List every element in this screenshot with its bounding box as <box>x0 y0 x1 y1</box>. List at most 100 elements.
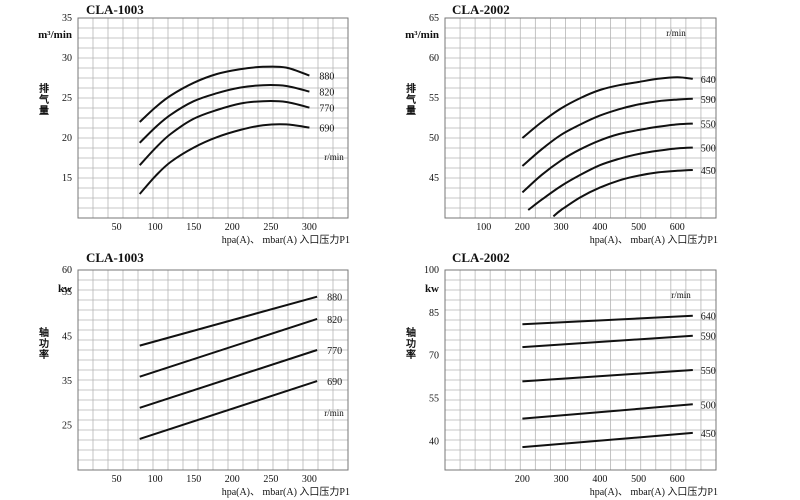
series-line-690 <box>139 380 318 440</box>
chart-title: CLA-2002 <box>452 250 510 265</box>
x-tick-label: 50 <box>112 222 122 233</box>
y-axis-label: 排气量 <box>405 82 416 117</box>
chart-panel-2: CLA-2002 m³/min 排气量 45 50 55 60 65 100 200 300 400 5… <box>405 2 718 246</box>
series-label-690: 690 <box>319 124 334 135</box>
x-tick-label: 500 <box>631 474 646 485</box>
x-tick-label: 100 <box>148 474 163 485</box>
y-axis-label-char: 排 <box>39 82 49 95</box>
chart-title: CLA-2002 <box>452 2 510 17</box>
y-tick-label: 25 <box>62 421 72 432</box>
y-tick-label: 85 <box>429 308 439 319</box>
series-label-450: 450 <box>701 429 716 440</box>
x-tick-label: 100 <box>476 222 491 233</box>
plot-frame <box>444 269 717 471</box>
y-axis-label-char: 气 <box>405 93 416 106</box>
x-tick-label: 100 <box>148 222 163 233</box>
y-unit: kw <box>58 283 72 295</box>
series-line-880 <box>139 295 318 347</box>
y-tick-label: 100 <box>424 265 439 276</box>
y-axis-label-char: 轴 <box>39 326 49 339</box>
y-tick-label: 55 <box>429 93 439 104</box>
grid <box>444 17 717 219</box>
series-line-640 <box>521 76 693 139</box>
series-label-500: 500 <box>701 400 716 411</box>
series-label-880: 880 <box>327 293 342 304</box>
y-axis-label-char: 功 <box>406 337 416 350</box>
y-tick-label: 45 <box>429 173 439 184</box>
x-axis-label: hpa(A)、 mbar(A) 入口压力P1 <box>590 233 718 246</box>
series-line-550 <box>521 122 693 194</box>
speed-unit-label: r/min <box>324 152 344 162</box>
series-line-640 <box>522 314 693 326</box>
y-unit: m³/min <box>38 29 72 41</box>
y-tick-label: 35 <box>62 376 72 387</box>
y-tick-label: 60 <box>429 53 439 64</box>
series-label-640: 640 <box>701 75 716 86</box>
series-label-820: 820 <box>327 315 342 326</box>
y-tick-label: 40 <box>429 436 439 447</box>
series-label-590: 590 <box>701 95 716 106</box>
y-tick-label: 55 <box>429 394 439 405</box>
x-tick-label: 300 <box>302 474 317 485</box>
x-axis-label: hpa(A)、 mbar(A) 入口压力P1 <box>222 233 350 246</box>
series-line-880 <box>139 65 310 123</box>
x-axis-label: hpa(A)、 mbar(A) 入口压力P1 <box>222 485 350 498</box>
y-tick-label: 20 <box>62 133 72 144</box>
y-tick-label: 65 <box>429 13 439 24</box>
series-line-500 <box>527 146 693 211</box>
y-tick-label: 35 <box>62 13 72 24</box>
series-line-450 <box>522 431 693 449</box>
x-tick-label: 200 <box>225 474 240 485</box>
x-tick-label: 400 <box>592 222 607 233</box>
plot-frame <box>77 269 349 471</box>
series-label-590: 590 <box>701 332 716 343</box>
plot-frame <box>444 17 717 219</box>
speed-unit-label: r/min <box>324 408 344 418</box>
y-axis-label-char: 率 <box>406 348 416 361</box>
speed-unit-label: r/min <box>671 290 691 300</box>
y-axis-label-char: 量 <box>406 104 416 117</box>
series-label-820: 820 <box>319 88 334 99</box>
series-line-590 <box>521 97 693 167</box>
grid <box>444 269 717 471</box>
chart-panel-3: CLA-1003 kw 轴功率 25 35 45 55 60 50 100 150 200 250 300… <box>39 250 350 498</box>
x-axis-label: hpa(A)、 mbar(A) 入口压力P1 <box>590 485 718 498</box>
chart-panel-4: CLA-2002 kw 轴功率 40 55 70 85 100 200 300 400 500 600h… <box>406 250 718 498</box>
series-line-690 <box>138 123 310 195</box>
series-label-450: 450 <box>701 166 716 177</box>
series-label-770: 770 <box>327 346 342 357</box>
y-tick-label: 50 <box>429 133 439 144</box>
y-axis-label-char: 轴 <box>406 326 416 339</box>
y-axis-label-char: 功 <box>39 337 49 350</box>
series-line-820 <box>139 84 310 144</box>
series-line-590 <box>522 334 693 349</box>
y-tick-label: 30 <box>62 53 72 64</box>
x-tick-label: 250 <box>263 474 278 485</box>
series-line-820 <box>139 317 318 378</box>
x-tick-label: 600 <box>670 222 685 233</box>
x-tick-label: 500 <box>631 222 646 233</box>
y-axis-label-char: 排 <box>406 82 416 95</box>
series-label-550: 550 <box>701 120 716 131</box>
chart-title: CLA-1003 <box>86 250 144 265</box>
series-line-500 <box>522 403 693 420</box>
x-tick-label: 150 <box>186 474 201 485</box>
series-line-450 <box>552 169 693 218</box>
series-label-690: 690 <box>327 377 342 388</box>
series-line-770 <box>138 100 310 166</box>
series-label-640: 640 <box>701 312 716 323</box>
x-tick-label: 150 <box>186 222 201 233</box>
series-line-550 <box>522 369 693 383</box>
x-tick-label: 300 <box>302 222 317 233</box>
y-tick-label: 45 <box>62 332 72 343</box>
y-unit: kw <box>425 283 439 295</box>
plot-frame <box>77 17 349 219</box>
y-unit: m³/min <box>405 29 439 41</box>
y-axis-label: 轴功率 <box>39 326 49 361</box>
x-tick-label: 200 <box>515 222 530 233</box>
y-axis-label: 轴功率 <box>406 326 416 361</box>
speed-unit-label: r/min <box>666 28 686 38</box>
y-axis-label: 排气量 <box>38 82 49 117</box>
y-axis-label-char: 量 <box>39 104 49 117</box>
